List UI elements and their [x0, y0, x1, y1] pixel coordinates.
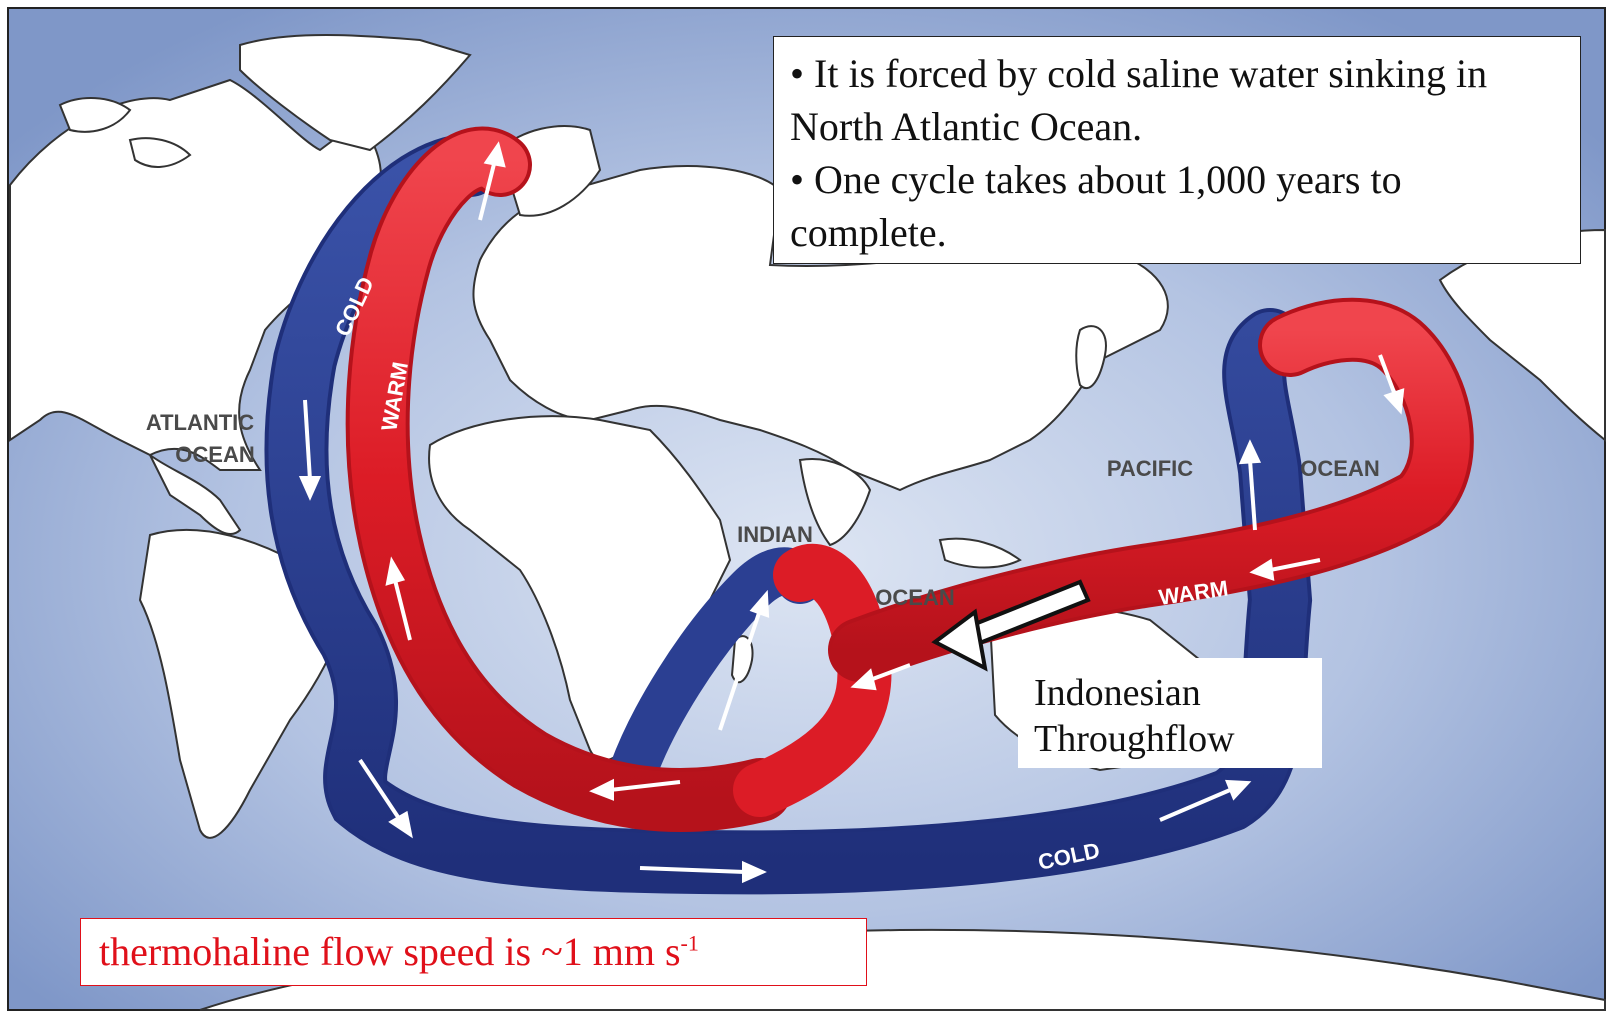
- arrow-cold-indian-north: [718, 609, 762, 731]
- info-line-cycle: • One cycle takes about 1,000 years to c…: [790, 157, 1402, 255]
- throughflow-line1: Indonesian: [1034, 672, 1201, 714]
- arrow-warm-north: [478, 159, 497, 221]
- label-pacific-ocean: OCEAN: [1300, 456, 1379, 481]
- arrow-head: [742, 860, 767, 884]
- throughflow-line2: Throughflow: [1034, 718, 1235, 760]
- warm-pacific-path-fill: [832, 301, 1470, 678]
- arrow-head: [1383, 388, 1405, 415]
- arrow-warm-pacific-loop: [1378, 354, 1397, 396]
- arrow-head: [298, 476, 322, 501]
- arrow-warm-south-west: [609, 780, 681, 792]
- arrow-cold-south-east: [639, 866, 746, 874]
- arrow-head: [385, 556, 406, 586]
- indonesia: [938, 537, 1022, 569]
- india: [798, 458, 872, 547]
- arrow-head: [589, 778, 614, 801]
- throughflow-callout: Indonesian Throughflow: [1018, 658, 1322, 768]
- label-atlantic-ocean: OCEAN: [175, 442, 254, 467]
- central-america: [149, 454, 242, 535]
- continents: [9, 34, 1606, 1011]
- label-atlantic: ATLANTIC: [146, 410, 254, 435]
- arrow-cold-pacific-north: [1248, 459, 1257, 531]
- throughflow-arrow: [931, 579, 1091, 672]
- arrow-warm-pacific-west: [1269, 558, 1321, 572]
- arctic-islands-2: [128, 137, 192, 168]
- label-pacific: PACIFIC: [1107, 456, 1193, 481]
- arrow-head: [388, 810, 413, 839]
- arrow-head: [1238, 439, 1262, 465]
- info-callout: • It is forced by cold saline water sink…: [773, 36, 1581, 264]
- arrow-head: [850, 668, 877, 691]
- greenland: [239, 34, 472, 152]
- flow-speed-note: thermohaline flow speed is ~1 mm s-1: [80, 918, 867, 986]
- arrow-head: [1224, 779, 1252, 801]
- arrow-warm-indian-west: [869, 663, 911, 682]
- flow-speed-text: thermohaline flow speed is ~1 mm s: [99, 929, 681, 974]
- arrow-head: [1249, 558, 1275, 581]
- label-indian-ocean: OCEAN: [875, 585, 954, 610]
- arrow-cold-southern: [358, 758, 402, 822]
- arrow-head: [749, 589, 770, 618]
- flow-arrows: [298, 141, 1405, 884]
- arrow-cold-pacific-east: [1159, 788, 1231, 822]
- label-indian: INDIAN: [737, 522, 813, 547]
- arrow-head: [483, 141, 506, 168]
- arctic-islands: [58, 97, 132, 133]
- arrow-cold-atlantic-south: [303, 399, 312, 481]
- arrow-warm-atlantic-north: [393, 579, 412, 641]
- info-line-forcing: • It is forced by cold saline water sink…: [790, 51, 1488, 149]
- japan: [1075, 325, 1107, 390]
- flow-speed-exponent: -1: [680, 930, 699, 956]
